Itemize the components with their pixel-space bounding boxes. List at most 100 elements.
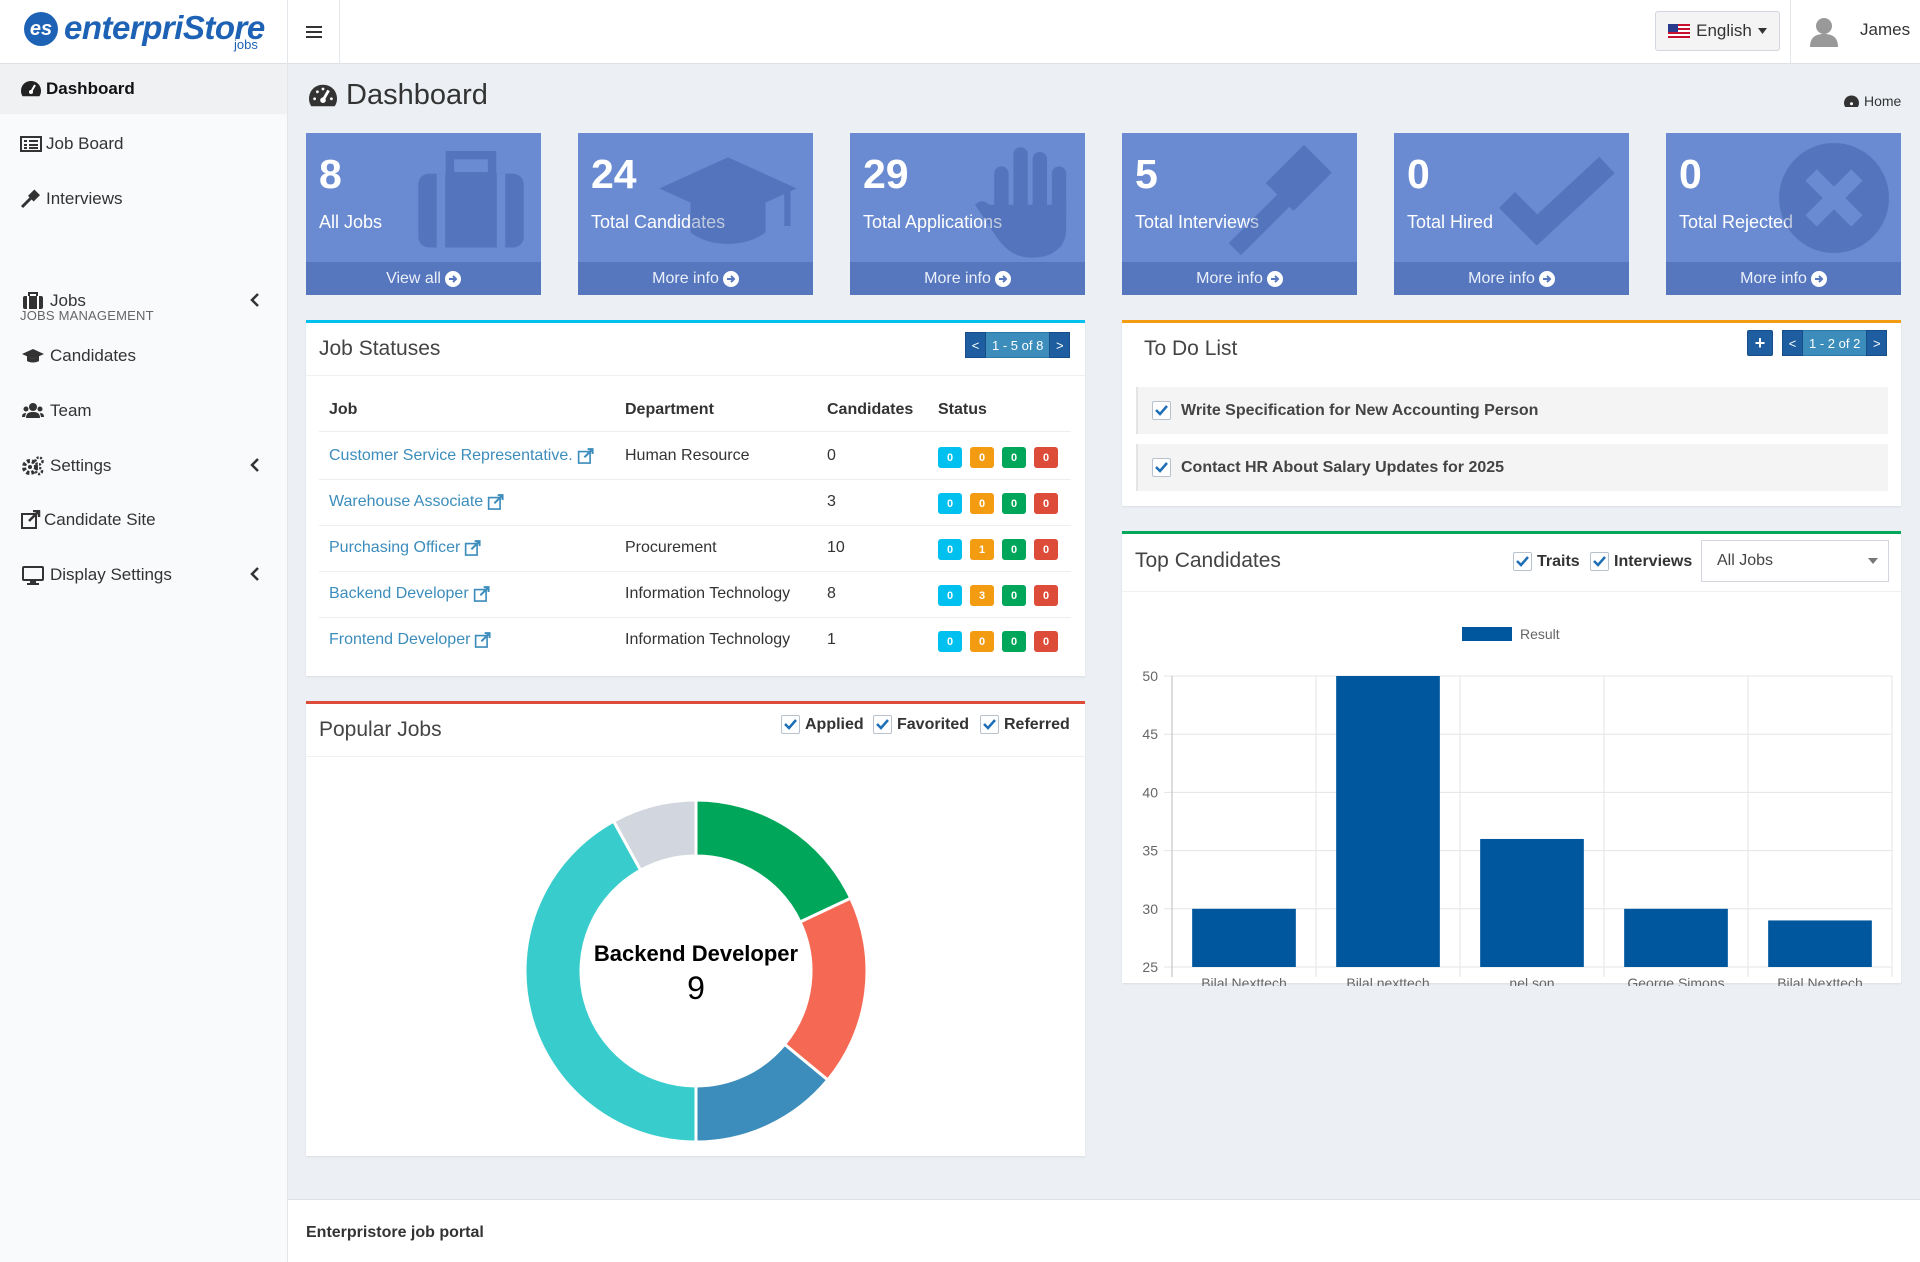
todo-item[interactable]: Write Specification for New Accounting P…: [1136, 387, 1888, 434]
stat-footer-link[interactable]: More info: [1122, 262, 1357, 295]
stat-link-label: More info: [924, 269, 991, 287]
status-badge[interactable]: 0: [1002, 585, 1026, 606]
status-badge[interactable]: 0: [938, 539, 962, 560]
filter-interviews-checkbox[interactable]: Interviews: [1590, 552, 1692, 571]
status-badge[interactable]: 0: [1002, 539, 1026, 560]
donut-slice[interactable]: [523, 819, 698, 1144]
sidebar-item-candidates[interactable]: Candidates: [0, 331, 287, 381]
add-todo-button[interactable]: +: [1747, 330, 1773, 356]
breadcrumb[interactable]: Home: [1843, 93, 1901, 109]
bar[interactable]: [1624, 908, 1728, 967]
status-badge[interactable]: 0: [970, 447, 994, 468]
checkmark-icon: [784, 719, 797, 730]
sidebar-item-candidate-site[interactable]: Candidate Site: [0, 495, 287, 545]
status-badge[interactable]: 0: [1034, 585, 1058, 606]
job-link[interactable]: Purchasing Officer: [329, 539, 482, 557]
pager-range: 1 - 5 of 8: [986, 332, 1050, 358]
job-link[interactable]: Warehouse Associate: [329, 493, 505, 511]
pager-next-button[interactable]: >: [1049, 332, 1071, 358]
filter-referred-checkbox[interactable]: Referred: [980, 715, 1070, 734]
sidebar-item-settings[interactable]: Settings: [0, 441, 287, 491]
donut-slice[interactable]: [611, 798, 698, 873]
status-badge[interactable]: 0: [938, 631, 962, 652]
x-tick-label: nel son: [1509, 975, 1554, 986]
todo-item[interactable]: Contact HR About Salary Updates for 2025: [1136, 444, 1888, 491]
stat-footer-link[interactable]: More info: [1394, 262, 1629, 295]
job-title: Purchasing Officer: [329, 539, 461, 556]
sidebar-toggle-button[interactable]: [288, 0, 340, 64]
logo[interactable]: es enterpriStore jobs: [0, 0, 288, 64]
status-badge[interactable]: 0: [1034, 493, 1058, 514]
bar[interactable]: [1336, 676, 1440, 967]
job-title: Customer Service Representative.: [329, 447, 573, 464]
sidebar-item-dashboard[interactable]: Dashboard: [0, 64, 287, 114]
status-badge[interactable]: 0: [1034, 539, 1058, 560]
status-badge[interactable]: 1: [970, 539, 994, 560]
todo-checkbox[interactable]: [1152, 401, 1171, 420]
todo-text: Write Specification for New Accounting P…: [1181, 401, 1539, 419]
pager-next-button[interactable]: >: [1866, 330, 1888, 356]
stat-value: 0: [1679, 151, 1702, 197]
todo-checkbox[interactable]: [1152, 458, 1171, 477]
x-tick-label: Bilal Nexttech: [1201, 975, 1287, 986]
stat-footer-link[interactable]: More info: [1666, 262, 1901, 295]
status-badge[interactable]: 0: [938, 447, 962, 468]
sidebar-item-job-board[interactable]: Job Board: [0, 119, 287, 169]
filter-traits-checkbox[interactable]: Traits: [1513, 552, 1580, 571]
status-badge[interactable]: 0: [938, 585, 962, 606]
job-filter-select[interactable]: All Jobs: [1701, 540, 1889, 582]
external-link-icon: [577, 447, 594, 464]
status-badge[interactable]: 0: [970, 493, 994, 514]
sidebar-item-display-settings[interactable]: Display Settings: [0, 550, 287, 600]
job-title: Warehouse Associate: [329, 493, 484, 510]
gavel-icon: [1228, 144, 1332, 256]
status-badge[interactable]: 0: [1034, 631, 1058, 652]
column-header-status: Status: [938, 401, 987, 418]
job-link[interactable]: Frontend Developer: [329, 631, 492, 649]
pager-prev-button[interactable]: <: [965, 332, 986, 358]
logo-text: enterpriStore: [64, 9, 265, 46]
filter-applied-checkbox[interactable]: Applied: [781, 715, 864, 734]
bar[interactable]: [1192, 908, 1296, 967]
sidebar-item-jobs[interactable]: Jobs: [0, 276, 287, 326]
external-link-icon: [473, 585, 490, 602]
job-link[interactable]: Backend Developer: [329, 585, 491, 603]
gavel-icon: [20, 189, 41, 209]
filter-favorited-checkbox[interactable]: Favorited: [873, 715, 969, 734]
dashboard-icon: [21, 81, 41, 97]
donut-slice[interactable]: [694, 798, 853, 925]
job-statuses-pager: < 1 - 5 of 8 >: [965, 332, 1071, 358]
column-header-candidates: Candidates: [827, 401, 914, 418]
legend-label: Result: [1520, 626, 1560, 642]
stat-footer-link[interactable]: More info: [850, 262, 1085, 295]
language-dropdown[interactable]: English: [1655, 11, 1780, 51]
status-badge[interactable]: 3: [970, 585, 994, 606]
sidebar-item-label: Team: [50, 401, 92, 420]
status-badge[interactable]: 0: [1002, 447, 1026, 468]
briefcase-icon: [418, 150, 524, 248]
sidebar-item-team[interactable]: Team: [0, 386, 287, 436]
status-badge[interactable]: 0: [1002, 493, 1026, 514]
user-name[interactable]: James: [1860, 20, 1911, 39]
bar[interactable]: [1480, 838, 1584, 967]
table-header-divider: [319, 431, 1071, 432]
job-link[interactable]: Customer Service Representative.: [329, 447, 595, 465]
user-avatar-icon[interactable]: [1810, 17, 1838, 47]
y-tick-label: 45: [1142, 726, 1158, 742]
stat-box-total-interviews: 5 Total Interviews More info: [1122, 133, 1357, 295]
breadcrumb-home-link[interactable]: Home: [1864, 93, 1902, 109]
department-cell: Human Resource: [625, 447, 750, 464]
y-tick-label: 25: [1142, 959, 1158, 975]
bar[interactable]: [1768, 920, 1872, 967]
stat-footer-link[interactable]: More info: [578, 262, 813, 295]
status-badge[interactable]: 0: [1002, 631, 1026, 652]
status-badge[interactable]: 0: [1034, 447, 1058, 468]
status-badge[interactable]: 0: [938, 493, 962, 514]
arrow-circle-right-icon: [1810, 270, 1827, 287]
y-tick-label: 30: [1142, 901, 1158, 917]
pager-prev-button[interactable]: <: [1782, 330, 1803, 356]
sidebar-item-interviews[interactable]: Interviews: [0, 174, 287, 224]
filter-label: Applied: [805, 715, 864, 733]
status-badge[interactable]: 0: [970, 631, 994, 652]
stat-footer-link[interactable]: View all: [306, 262, 541, 295]
